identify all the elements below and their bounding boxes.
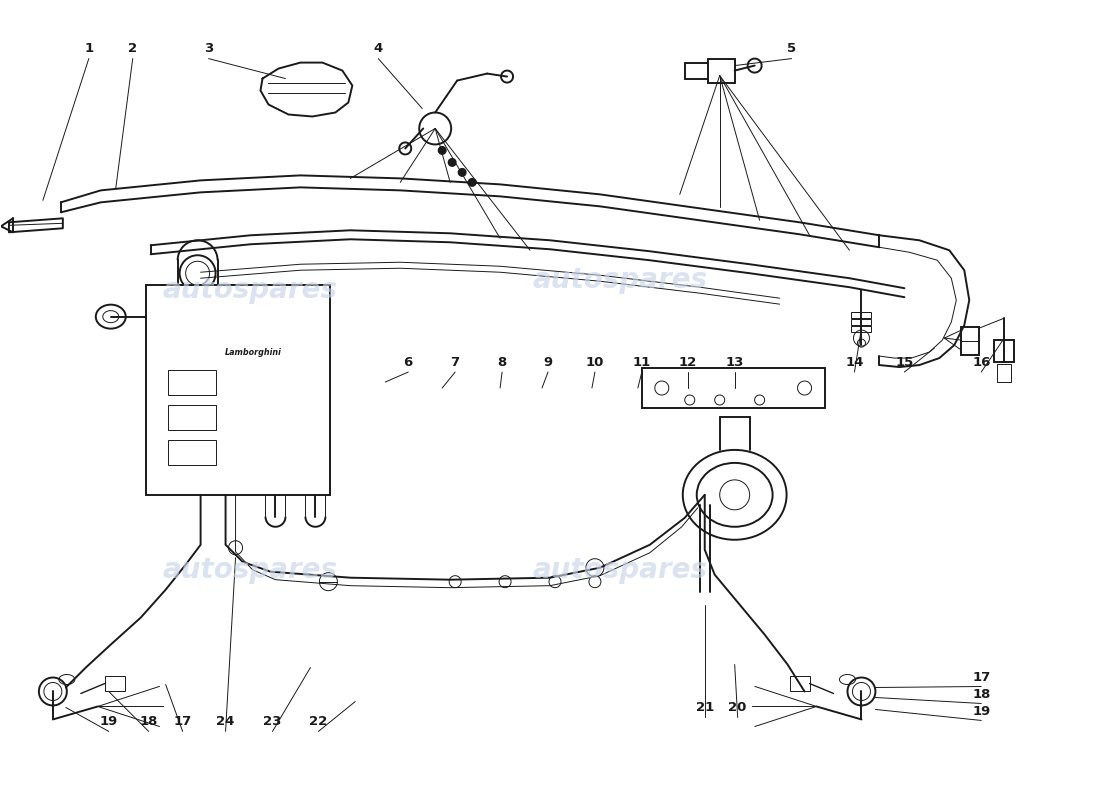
Text: 10: 10 <box>585 355 604 369</box>
Text: 12: 12 <box>679 355 697 369</box>
Text: 18: 18 <box>972 688 990 701</box>
Text: 1: 1 <box>85 42 94 55</box>
Text: 14: 14 <box>845 355 864 369</box>
Text: 13: 13 <box>726 355 744 369</box>
Text: 22: 22 <box>309 715 328 728</box>
Text: Lamborghini: Lamborghini <box>224 348 282 357</box>
FancyBboxPatch shape <box>167 370 216 395</box>
Text: autospares: autospares <box>532 556 707 584</box>
Text: 9: 9 <box>543 355 552 369</box>
Text: 23: 23 <box>263 715 282 728</box>
Text: 15: 15 <box>895 355 913 369</box>
Text: 5: 5 <box>786 42 796 55</box>
Text: 21: 21 <box>695 701 714 714</box>
Text: 3: 3 <box>204 42 213 55</box>
Circle shape <box>469 178 476 186</box>
Text: 18: 18 <box>140 715 158 728</box>
Text: 4: 4 <box>374 42 383 55</box>
Text: 17: 17 <box>174 715 191 728</box>
Text: 11: 11 <box>632 355 651 369</box>
Text: 20: 20 <box>728 701 747 714</box>
Text: 24: 24 <box>217 715 234 728</box>
Circle shape <box>459 169 466 176</box>
Text: 6: 6 <box>404 355 412 369</box>
Text: autospares: autospares <box>163 556 338 584</box>
Text: 7: 7 <box>451 355 460 369</box>
Text: 17: 17 <box>972 671 990 684</box>
Text: 8: 8 <box>497 355 507 369</box>
Text: 19: 19 <box>972 705 990 718</box>
Text: autospares: autospares <box>532 266 707 294</box>
Circle shape <box>449 158 456 166</box>
FancyBboxPatch shape <box>167 405 216 430</box>
Circle shape <box>439 146 446 154</box>
Text: autospares: autospares <box>163 276 338 304</box>
Text: 2: 2 <box>129 42 138 55</box>
Text: 16: 16 <box>972 355 990 369</box>
FancyBboxPatch shape <box>145 285 330 495</box>
FancyBboxPatch shape <box>167 440 216 465</box>
Text: 19: 19 <box>100 715 118 728</box>
